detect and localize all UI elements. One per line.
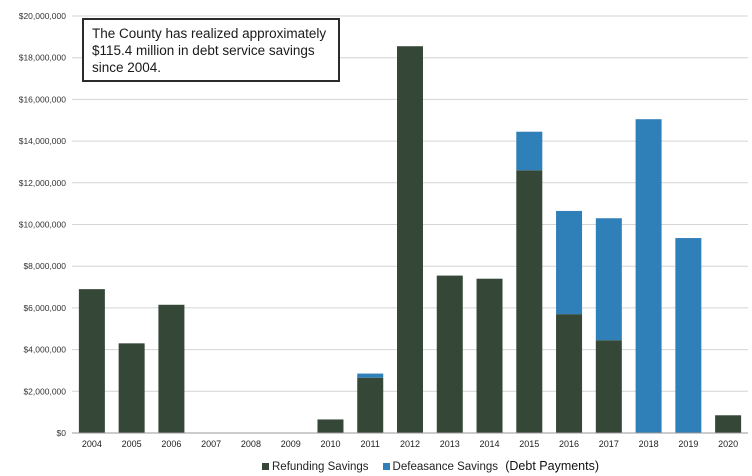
bar-refunding-2011 — [357, 377, 384, 433]
bar-refunding-2012 — [397, 46, 423, 434]
x-tick-label-2010: 2010 — [320, 439, 340, 449]
y-tick-label: $2,000,000 — [23, 386, 66, 396]
y-tick-label: $12,000,000 — [19, 178, 67, 188]
bar-defeasance-2015 — [516, 131, 543, 171]
bar-defeasance-2016 — [556, 210, 583, 315]
x-tick-label-2005: 2005 — [122, 439, 142, 449]
legend: Refunding Savings Defeasance Savings (Deb… — [262, 459, 599, 473]
legend-swatch-refunding — [262, 463, 269, 470]
x-tick-label-2004: 2004 — [82, 439, 102, 449]
y-tick-label: $18,000,000 — [19, 53, 67, 63]
callout-line-1: The County has realized approximately — [92, 26, 327, 41]
legend-note: (Debt Payments) — [505, 459, 600, 473]
bar-defeasance-2011 — [357, 373, 384, 378]
y-tick-label: $20,000,000 — [19, 11, 67, 21]
x-tick-label-2019: 2019 — [678, 439, 698, 449]
bar-defeasance-2017 — [595, 218, 622, 341]
x-tick-label-2013: 2013 — [440, 439, 460, 449]
bar-refunding-2017 — [595, 340, 622, 433]
bar-defeasance-2018 — [635, 119, 662, 434]
bar-refunding-2020 — [715, 415, 742, 433]
bar-refunding-2004 — [78, 289, 105, 433]
y-tick-label: $16,000,000 — [19, 94, 67, 104]
savings-callout: The County has realized approximately $1… — [82, 18, 340, 82]
callout-line-2: $115.4 million in debt service savings — [92, 43, 315, 58]
x-tick-label-2009: 2009 — [281, 439, 301, 449]
bar-refunding-2016 — [556, 314, 583, 433]
bar-defeasance-2019 — [675, 238, 702, 433]
x-tick-label-2011: 2011 — [361, 439, 380, 449]
x-tick-label-2006: 2006 — [161, 439, 181, 449]
bar-refunding-2005 — [118, 343, 145, 433]
x-axis-tick-labels: 2004 2005 2006 2007 2008 2009 2010 2011 2012 2013… — [82, 439, 738, 449]
x-tick-label-2018: 2018 — [639, 439, 659, 449]
x-tick-label-2012: 2012 — [400, 439, 420, 449]
bar-refunding-2014 — [476, 278, 503, 433]
x-tick-label-2014: 2014 — [480, 439, 500, 449]
legend-label-refunding: Refunding Savings — [272, 461, 369, 473]
y-axis-tick-labels: $0 $2,000,000 $4,000,000 $6,000,000 $8,000,0… — [19, 11, 67, 438]
x-tick-label-2017: 2017 — [599, 439, 619, 449]
legend-swatch-defeasance — [382, 463, 390, 470]
bar-refunding-2006 — [158, 304, 185, 433]
y-tick-label: $6,000,000 — [23, 303, 66, 313]
x-tick-label-2007: 2007 — [201, 439, 221, 449]
x-tick-label-2020: 2020 — [718, 439, 738, 449]
y-tick-label: $10,000,000 — [19, 220, 67, 230]
y-tick-label: $14,000,000 — [19, 136, 67, 146]
bar-refunding-2015 — [516, 170, 543, 434]
legend-label-defeasance: Defeasance Savings — [392, 461, 499, 473]
legend-item-defeasance: Defeasance Savings — [382, 461, 499, 473]
y-tick-label: $8,000,000 — [23, 261, 66, 271]
legend-item-refunding: Refunding Savings — [262, 461, 369, 473]
bars — [78, 46, 742, 434]
x-tick-label-2015: 2015 — [519, 439, 539, 449]
bar-refunding-2013 — [436, 275, 463, 433]
y-tick-label: $0 — [57, 428, 67, 438]
x-tick-label-2008: 2008 — [241, 439, 261, 449]
x-tick-label-2016: 2016 — [559, 439, 579, 449]
callout-line-3: since 2004. — [92, 60, 162, 75]
y-tick-label: $4,000,000 — [23, 345, 66, 355]
bar-refunding-2010 — [317, 419, 344, 433]
